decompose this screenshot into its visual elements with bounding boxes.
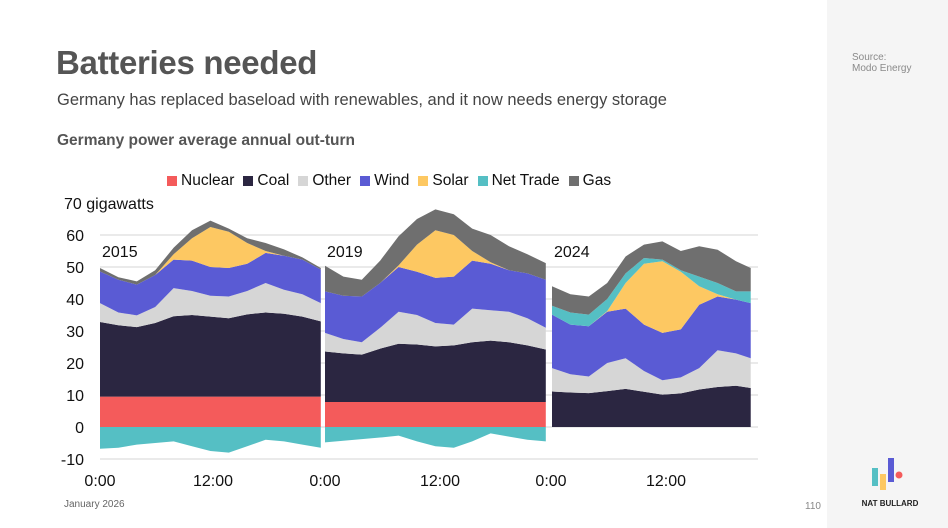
area-other-2019 xyxy=(325,308,546,355)
panel-label: 2015 xyxy=(102,244,138,261)
area-other-2024 xyxy=(552,350,751,395)
legend-item: Coal xyxy=(243,172,289,190)
area-net-trade-2019 xyxy=(325,427,546,448)
x-tick-label: 0:00 xyxy=(535,473,566,490)
x-tick-label: 0:00 xyxy=(309,473,340,490)
x-tick-label: 12:00 xyxy=(193,473,233,490)
legend-item: Solar xyxy=(418,172,469,190)
area-wind-2024 xyxy=(552,296,751,381)
page-title: Batteries needed xyxy=(56,44,318,81)
brand-logo-icon xyxy=(862,456,918,497)
y-tick-label: 20 xyxy=(66,356,84,373)
legend-label: Wind xyxy=(374,172,410,189)
legend-label: Other xyxy=(312,172,352,189)
footer-date: January 2026 xyxy=(64,499,125,510)
area-net-trade-2015 xyxy=(100,427,321,453)
legend-swatch xyxy=(477,176,488,186)
y-tick-label: 40 xyxy=(66,292,84,309)
area-solar-2024 xyxy=(552,261,751,333)
area-other-2015 xyxy=(100,283,321,328)
area-nuclear-2015 xyxy=(100,396,321,427)
y-tick-label: 0 xyxy=(75,420,84,437)
page-subtitle: Germany has replaced baseload with renew… xyxy=(57,91,667,109)
legend-item: Net Trade xyxy=(477,172,560,190)
x-tick-label: 12:00 xyxy=(420,473,460,490)
y-tick-label: 10 xyxy=(66,388,84,405)
area-gas-2019 xyxy=(325,209,546,297)
area-coal-2024 xyxy=(552,385,751,427)
source-note: Source: Modo Energy xyxy=(852,52,942,74)
area-nuclear-2019 xyxy=(325,402,546,427)
legend-item: Wind xyxy=(360,172,409,190)
legend-swatch xyxy=(418,176,429,186)
chart: 60 50 40 30 20 10 0 -10 70 gigawatts 2015 2019 2024… xyxy=(61,196,758,490)
y-tick-label: 60 xyxy=(66,228,84,245)
area-wind-2015 xyxy=(100,252,321,316)
legend-label: Gas xyxy=(582,172,612,189)
source-label: Source: xyxy=(852,52,887,63)
brand-name: NAT BULLARD xyxy=(861,499,919,508)
area-solar-2015 xyxy=(100,227,321,285)
legend-item: Gas xyxy=(568,172,612,190)
panel-label: 2024 xyxy=(554,244,590,261)
area-coal-2019 xyxy=(325,340,546,403)
x-tick-label: 0:00 xyxy=(84,473,115,490)
legend-label: Solar xyxy=(432,172,469,189)
legend-swatch xyxy=(568,176,579,186)
y-tick-label: 30 xyxy=(66,324,84,341)
area-solar-2019 xyxy=(325,230,546,297)
area-wind-2019 xyxy=(325,260,546,343)
legend-item: Other xyxy=(298,172,351,190)
source-value: Modo Energy xyxy=(852,63,912,74)
legend-swatch xyxy=(298,176,309,186)
area-gas-2024 xyxy=(552,241,751,315)
x-tick-label: 12:00 xyxy=(646,473,686,490)
legend-label: Coal xyxy=(257,172,290,189)
y-tick-label: -10 xyxy=(61,452,84,469)
legend-swatch xyxy=(243,176,254,186)
area-net-trade-2024 xyxy=(552,258,751,327)
y-tick-label: 50 xyxy=(66,260,84,277)
legend-label: Nuclear xyxy=(181,172,235,189)
chart-legend: Nuclear Coal Other Wind Solar Net Trade Gas xyxy=(167,172,620,190)
panel-label: 2019 xyxy=(327,244,363,261)
page-number: 110 xyxy=(805,501,821,512)
y-axis-label: 70 gigawatts xyxy=(64,196,154,213)
legend-swatch xyxy=(167,176,177,186)
area-coal-2015 xyxy=(100,312,321,397)
legend-label: Net Trade xyxy=(491,172,560,189)
chart-title: Germany power average annual out-turn xyxy=(57,132,356,149)
sidebar xyxy=(827,0,948,528)
legend-item: Nuclear xyxy=(167,172,234,190)
legend-swatch xyxy=(360,176,371,186)
area-gas-2015 xyxy=(100,220,321,285)
